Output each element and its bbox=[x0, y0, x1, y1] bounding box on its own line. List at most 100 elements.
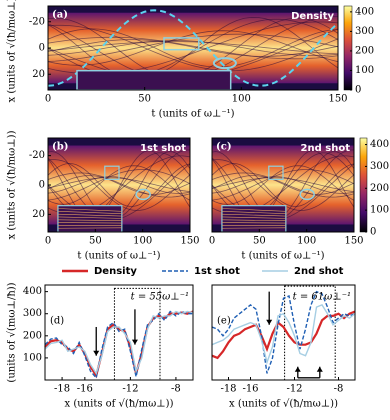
heatmap-texture bbox=[48, 24, 338, 72]
trajectory bbox=[48, 9, 338, 87]
inset-texture bbox=[57, 211, 122, 214]
y-tick-label: -20 bbox=[29, 150, 45, 161]
panel-title: 2nd shot bbox=[301, 143, 351, 154]
heatmap-texture bbox=[212, 159, 354, 211]
inset-texture bbox=[57, 213, 122, 217]
heatmap-texture bbox=[212, 163, 354, 207]
x-tick-label: -12 bbox=[122, 384, 138, 395]
arrow-head bbox=[131, 339, 138, 345]
x-tick-label: 100 bbox=[133, 236, 152, 247]
inset-texture bbox=[221, 211, 286, 214]
colorbar-tick-label: 100 bbox=[370, 205, 389, 216]
colorbar bbox=[343, 5, 353, 91]
x-axis-label: t (units of ω⊥⁻¹) bbox=[77, 251, 160, 262]
dotted-box bbox=[284, 285, 336, 381]
series-line bbox=[44, 310, 193, 380]
axes-frame bbox=[211, 284, 356, 381]
inset-texture bbox=[221, 208, 286, 212]
heatmap bbox=[212, 138, 354, 232]
panel-label: (d) bbox=[50, 316, 64, 327]
inset bbox=[76, 69, 232, 90]
x-tick-label: 100 bbox=[297, 236, 316, 247]
heatmap-texture bbox=[48, 16, 338, 80]
colorbar-tick-label: 400 bbox=[370, 139, 389, 150]
heatmap-texture bbox=[48, 28, 338, 68]
y-tick-label: 0 bbox=[39, 43, 45, 54]
heatmap-texture bbox=[48, 39, 338, 57]
inset-texture bbox=[57, 216, 122, 219]
y-tick-label: 200 bbox=[23, 330, 42, 341]
heatmap-body bbox=[48, 6, 338, 90]
y-tick-label: 400 bbox=[23, 286, 42, 297]
arrow-head bbox=[93, 350, 100, 356]
axes-frame bbox=[44, 284, 194, 381]
heatmap-body bbox=[212, 138, 354, 232]
axes-frame bbox=[211, 137, 355, 233]
heatmap-body bbox=[48, 138, 190, 232]
y-tick-label: 20 bbox=[32, 209, 45, 220]
heatmap-texture bbox=[48, 150, 190, 220]
zoom-box bbox=[104, 165, 120, 180]
colorbar-tick-label: 0 bbox=[355, 85, 361, 96]
x-tick-label: 0 bbox=[209, 236, 215, 247]
heatmap-texture bbox=[48, 30, 338, 66]
x-tick-label: -8 bbox=[334, 384, 344, 395]
y-tick-label: 20 bbox=[32, 69, 45, 80]
zoom-box bbox=[268, 165, 284, 180]
heatmap-texture bbox=[48, 159, 190, 211]
annotation: t = 55ω⊥⁻¹ bbox=[131, 292, 189, 303]
panel-label: (a) bbox=[52, 10, 68, 21]
arrow-head bbox=[316, 366, 323, 372]
y-axis-label: (units of √(mω⊥/ħ)) bbox=[7, 282, 18, 382]
panel-title: 1st shot bbox=[140, 143, 186, 154]
heatmap-texture bbox=[212, 175, 354, 195]
x-tick-label: -16 bbox=[77, 384, 93, 395]
inset-texture bbox=[221, 216, 286, 219]
inset-texture bbox=[221, 213, 286, 217]
colorbar-tick-label: 200 bbox=[370, 183, 389, 194]
panel-title: Density bbox=[291, 11, 334, 22]
colorbar-tick-label: 100 bbox=[355, 65, 374, 76]
panel-label: (e) bbox=[217, 316, 231, 327]
highlight bbox=[135, 188, 151, 201]
annotation: t = 61ω⊥⁻¹ bbox=[293, 292, 351, 303]
highlight bbox=[299, 188, 315, 201]
heatmap-texture bbox=[212, 150, 354, 220]
x-tick-label: -8 bbox=[171, 384, 181, 395]
y-axis-label: x (units of √(ħ/mω⊥)) bbox=[7, 0, 18, 102]
panel-label: (b) bbox=[52, 142, 68, 153]
series-line bbox=[211, 310, 356, 360]
x-tick-label: 50 bbox=[138, 94, 151, 105]
x-tick-label: 150 bbox=[328, 94, 347, 105]
legend-label: 2nd shot bbox=[294, 266, 344, 277]
x-tick-label: -18 bbox=[220, 384, 236, 395]
y-tick-label: 0 bbox=[39, 180, 45, 191]
inset-texture bbox=[57, 208, 122, 212]
series-line bbox=[211, 304, 356, 365]
colorbar-tick-label: 300 bbox=[355, 26, 374, 37]
series-line bbox=[211, 290, 356, 374]
x-axis-label: t (units of ω⊥⁻¹) bbox=[151, 109, 234, 120]
x-tick-label: 100 bbox=[232, 94, 251, 105]
y-tick-label: 300 bbox=[23, 308, 42, 319]
legend-label: Density bbox=[94, 266, 137, 277]
legend-label: 1st shot bbox=[194, 266, 240, 277]
highlight bbox=[212, 57, 237, 70]
series-line bbox=[44, 310, 194, 379]
x-tick-label: 150 bbox=[180, 236, 199, 247]
inset-texture bbox=[57, 219, 122, 222]
x-tick-label: 50 bbox=[89, 236, 102, 247]
x-axis-label: x (units of √(ħ/mω⊥)) bbox=[229, 399, 338, 410]
colorbar-tick-label: 200 bbox=[355, 45, 374, 56]
x-tick-label: -12 bbox=[286, 384, 302, 395]
x-tick-label: 150 bbox=[344, 236, 363, 247]
x-tick-label: -18 bbox=[54, 384, 70, 395]
colorbar-tick-label: 400 bbox=[355, 6, 374, 17]
y-axis-label: x (units of √(ħ/mω⊥)) bbox=[7, 130, 18, 239]
y-tick-label: 100 bbox=[23, 352, 42, 363]
zoom-box bbox=[163, 37, 200, 51]
colorbar-tick-label: 0 bbox=[370, 227, 376, 238]
arrow-head bbox=[266, 319, 273, 325]
x-axis-label: x (units of √(ħ/mω⊥)) bbox=[65, 399, 174, 410]
